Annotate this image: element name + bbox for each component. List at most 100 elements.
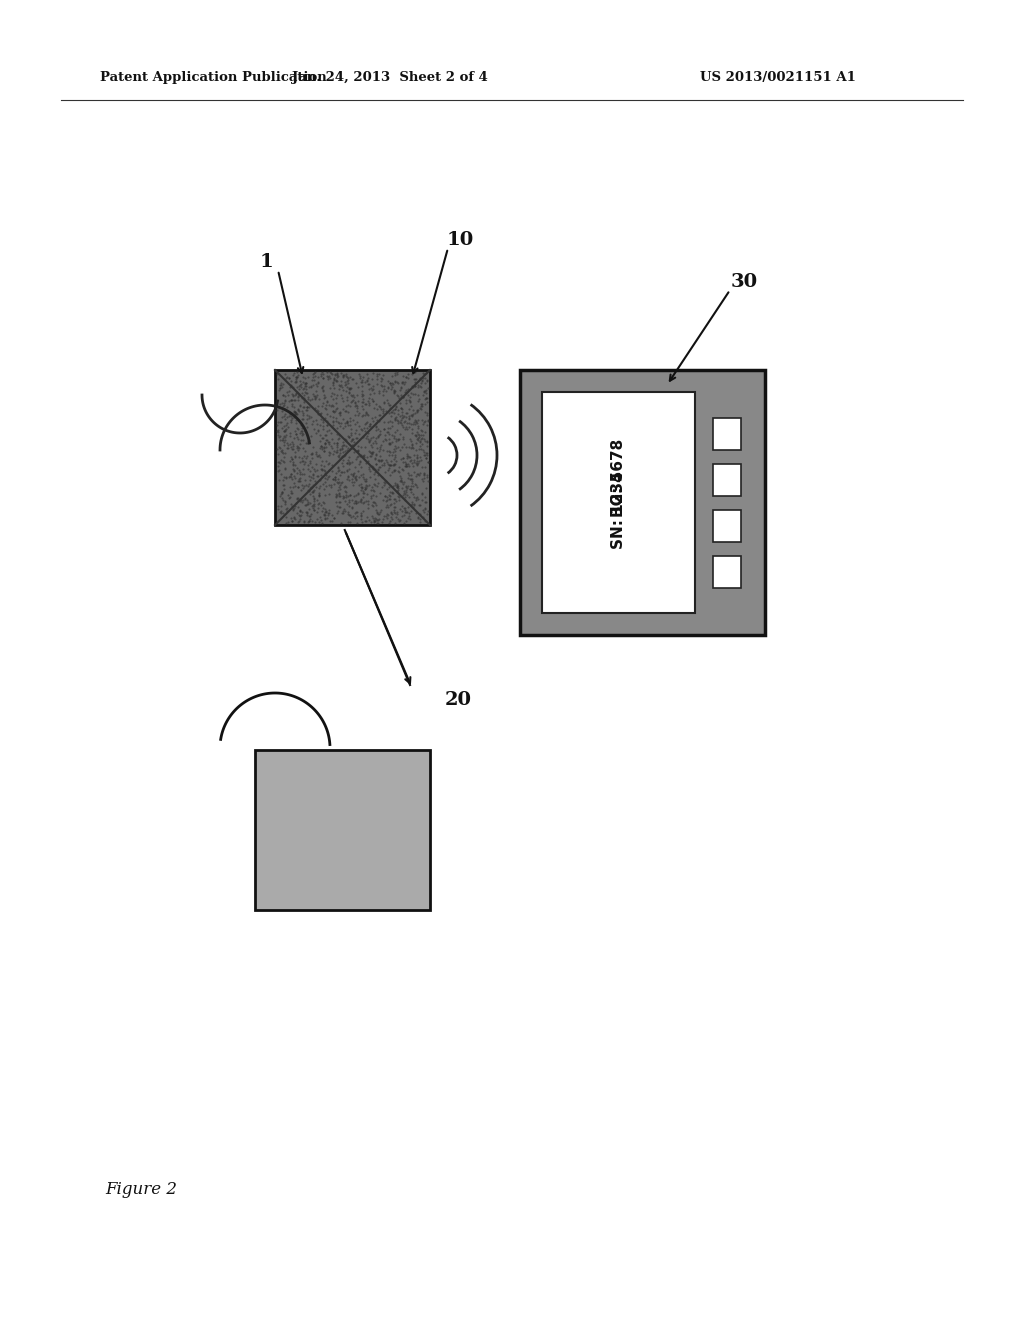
Point <box>287 400 303 421</box>
Point <box>362 479 379 500</box>
Point <box>414 370 430 391</box>
Point <box>324 362 340 383</box>
Point <box>413 367 429 388</box>
Point <box>380 484 396 506</box>
Point <box>384 504 400 525</box>
Point <box>375 403 391 424</box>
Point <box>337 480 353 502</box>
Point <box>314 437 331 458</box>
Point <box>391 461 408 482</box>
Point <box>296 446 312 467</box>
Point <box>416 412 432 433</box>
Point <box>325 372 341 393</box>
Point <box>418 387 434 408</box>
Point <box>393 397 410 418</box>
Point <box>329 442 345 463</box>
Point <box>340 370 356 391</box>
Point <box>339 461 355 482</box>
Point <box>301 498 317 519</box>
Point <box>321 453 337 474</box>
Point <box>400 412 417 433</box>
Point <box>272 412 289 433</box>
Point <box>310 484 327 506</box>
Point <box>282 425 298 446</box>
Point <box>341 383 357 404</box>
Point <box>326 444 342 465</box>
Point <box>348 446 365 467</box>
Point <box>394 477 411 498</box>
Point <box>315 411 332 432</box>
Point <box>410 446 426 467</box>
Point <box>316 384 333 405</box>
Point <box>283 483 299 504</box>
Point <box>338 366 354 387</box>
Point <box>273 500 290 521</box>
Point <box>284 389 300 411</box>
Point <box>412 450 428 471</box>
Point <box>354 487 371 508</box>
Point <box>357 401 374 422</box>
Point <box>398 477 415 498</box>
Point <box>350 424 367 445</box>
Point <box>384 480 400 502</box>
Point <box>369 438 385 459</box>
Point <box>287 384 303 405</box>
Point <box>269 414 286 436</box>
Point <box>335 449 351 470</box>
Point <box>348 393 365 414</box>
Point <box>292 371 308 392</box>
Point <box>378 496 394 517</box>
Point <box>291 400 307 421</box>
Point <box>274 374 291 395</box>
Point <box>345 409 361 430</box>
Point <box>334 436 350 457</box>
Point <box>342 378 358 399</box>
Point <box>313 512 330 533</box>
Point <box>311 482 328 503</box>
Point <box>297 374 313 395</box>
Point <box>398 478 415 499</box>
Point <box>272 374 289 395</box>
Point <box>310 371 327 392</box>
Point <box>374 511 390 532</box>
Bar <box>713 510 741 541</box>
Point <box>271 375 288 396</box>
Point <box>390 475 407 496</box>
Point <box>360 458 377 479</box>
Point <box>284 449 300 470</box>
Point <box>326 507 342 528</box>
Point <box>358 507 375 528</box>
Point <box>411 438 427 459</box>
Point <box>355 463 372 484</box>
Point <box>382 482 398 503</box>
Point <box>417 462 433 483</box>
Point <box>381 403 397 424</box>
Point <box>371 381 387 403</box>
Point <box>342 512 358 533</box>
Point <box>343 418 359 440</box>
Point <box>360 414 377 436</box>
Point <box>291 438 307 459</box>
Point <box>396 374 413 395</box>
Point <box>314 363 331 384</box>
Point <box>412 511 428 532</box>
Point <box>359 412 376 433</box>
Point <box>292 490 308 511</box>
Point <box>274 440 291 461</box>
Point <box>340 511 356 532</box>
Point <box>276 467 293 488</box>
Point <box>370 426 386 447</box>
Point <box>393 470 410 491</box>
Point <box>343 368 359 389</box>
Point <box>347 467 364 488</box>
Point <box>396 405 413 426</box>
Point <box>415 500 431 521</box>
Point <box>321 420 337 441</box>
Point <box>297 441 313 462</box>
Point <box>293 374 309 395</box>
Point <box>384 445 400 466</box>
Point <box>415 470 431 491</box>
Point <box>372 436 388 457</box>
Point <box>359 374 376 395</box>
Point <box>412 432 428 453</box>
